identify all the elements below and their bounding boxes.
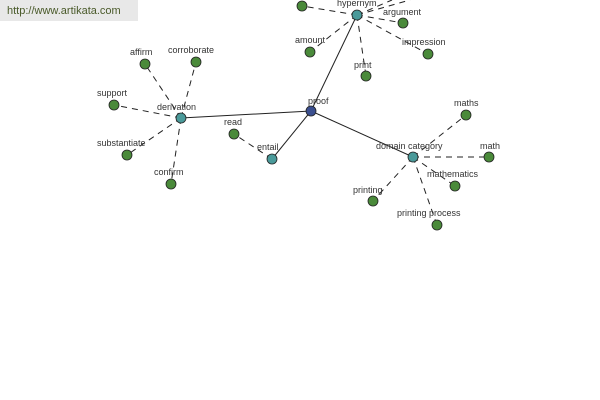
- label-hypernym[interactable]: hypernym: [337, 0, 377, 8]
- label-read[interactable]: read: [224, 117, 242, 127]
- node-confirm[interactable]: [165, 178, 177, 190]
- edge-proof-hypernym: [310, 14, 358, 112]
- node-substantiate[interactable]: [121, 149, 133, 161]
- edge-domain-maths: [412, 114, 467, 158]
- node-hypernym[interactable]: [351, 9, 363, 21]
- node-read[interactable]: [228, 128, 240, 140]
- label-proof[interactable]: proof: [308, 96, 329, 106]
- edge-domain-printing_process: [412, 156, 438, 226]
- edge-derivation-substantiate: [126, 117, 182, 156]
- edge-derivation-support: [113, 104, 182, 119]
- edge-domain-printing: [372, 156, 414, 202]
- edge-proof-entail: [271, 110, 312, 160]
- edge-hypernym-argument: [356, 14, 404, 24]
- node-corroborate[interactable]: [190, 56, 202, 68]
- label-printing_process[interactable]: printing process: [397, 208, 461, 218]
- label-derivation[interactable]: derivation: [157, 102, 196, 112]
- edge-derivation-confirm: [170, 117, 182, 185]
- node-print[interactable]: [360, 70, 372, 82]
- label-math[interactable]: math: [480, 141, 500, 151]
- edge-proof-derivation: [180, 110, 312, 119]
- edge-entail-read: [233, 133, 273, 160]
- label-impression[interactable]: impression: [402, 37, 446, 47]
- label-substantiate[interactable]: substantiate: [97, 138, 146, 148]
- edge-hypernym-h0: [301, 5, 358, 16]
- edge-offscreen: [356, 0, 411, 16]
- label-mathematics[interactable]: mathematics: [427, 169, 479, 179]
- label-entail[interactable]: entail: [257, 142, 279, 152]
- node-printing_process[interactable]: [431, 219, 443, 231]
- node-affirm[interactable]: [139, 58, 151, 70]
- edge-derivation-corroborate: [180, 61, 197, 119]
- label-argument[interactable]: argument: [383, 7, 422, 17]
- node-h0[interactable]: [296, 0, 308, 12]
- label-maths[interactable]: maths: [454, 98, 479, 108]
- label-affirm[interactable]: affirm: [130, 47, 152, 57]
- node-proof[interactable]: [305, 105, 317, 117]
- node-derivation[interactable]: [175, 112, 187, 124]
- node-amount[interactable]: [304, 46, 316, 58]
- node-impression[interactable]: [422, 48, 434, 60]
- label-domain[interactable]: domain category: [376, 141, 443, 151]
- edge-domain-mathematics: [412, 156, 456, 187]
- label-confirm[interactable]: confirm: [154, 167, 184, 177]
- node-support[interactable]: [108, 99, 120, 111]
- node-mathematics[interactable]: [449, 180, 461, 192]
- label-support[interactable]: support: [97, 88, 128, 98]
- label-printing[interactable]: printing: [353, 185, 383, 195]
- label-amount[interactable]: amount: [295, 35, 326, 45]
- edge-hypernym-impression: [356, 14, 429, 55]
- node-printing[interactable]: [367, 195, 379, 207]
- node-entail[interactable]: [266, 153, 278, 165]
- node-maths[interactable]: [460, 109, 472, 121]
- label-print[interactable]: print: [354, 60, 372, 70]
- edge-proof-domain: [310, 110, 414, 158]
- node-argument[interactable]: [397, 17, 409, 29]
- node-domain[interactable]: [407, 151, 419, 163]
- label-corroborate[interactable]: corroborate: [168, 45, 214, 55]
- edge-hypernym-amount: [309, 14, 358, 53]
- node-math[interactable]: [483, 151, 495, 163]
- site-url-link[interactable]: http://www.artikata.com: [0, 0, 138, 21]
